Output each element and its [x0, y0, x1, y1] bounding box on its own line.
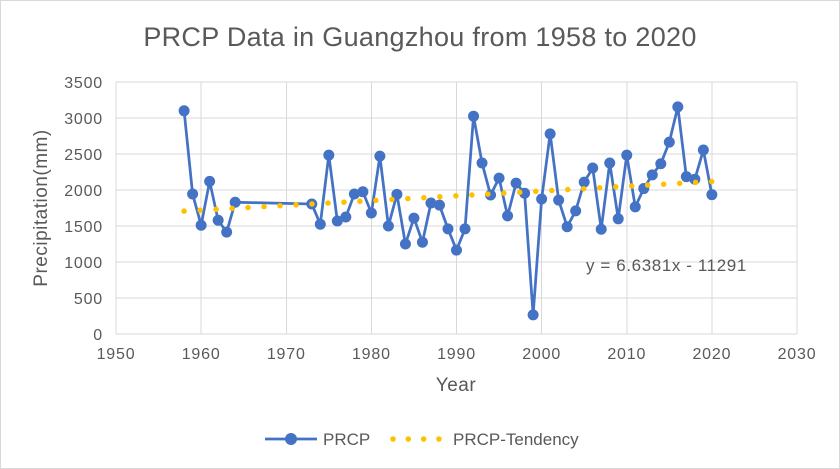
- prcp-point: [416, 236, 428, 248]
- y-tick-label: 2500: [64, 147, 103, 164]
- prcp-point: [655, 158, 667, 170]
- legend-symbol-marker-prcp: [285, 433, 297, 445]
- y-tick-label: 2000: [64, 183, 103, 200]
- x-tick-label: 1980: [352, 346, 391, 363]
- prcp-point: [561, 221, 573, 233]
- prcp-point: [178, 105, 190, 117]
- prcp-point: [323, 149, 335, 161]
- prcp-point: [391, 188, 403, 200]
- y-axis-tick-labels: 0 500 1000 1500 2000 2500 3000 3500: [64, 75, 103, 344]
- prcp-point: [510, 177, 522, 189]
- prcp-point: [527, 309, 539, 321]
- prcp-point: [433, 199, 445, 211]
- prcp-point: [578, 176, 590, 188]
- prcp-point: [451, 244, 462, 256]
- prcp-point: [399, 238, 411, 250]
- prcp-point: [672, 101, 684, 113]
- prcp-point: [587, 162, 599, 174]
- plot-area: [178, 101, 718, 321]
- legend-item-prcp-tendency: PRCP-Tendency: [390, 430, 579, 449]
- prcp-point: [187, 188, 199, 200]
- prcp-point: [357, 186, 369, 198]
- prcp-point: [408, 212, 420, 224]
- legend-item-prcp: PRCP: [265, 430, 370, 449]
- prcp-point: [374, 150, 386, 162]
- x-tick-label: 2010: [607, 346, 646, 363]
- series-prcp: [178, 101, 718, 321]
- prcp-point: [570, 205, 582, 217]
- prcp-point: [221, 226, 233, 238]
- prcp-point: [382, 220, 394, 232]
- prcp-point: [476, 157, 488, 169]
- x-tick-label: 1990: [437, 346, 476, 363]
- x-tick-label: 1950: [97, 346, 136, 363]
- y-axis-title: Precipitation(mm): [31, 129, 52, 286]
- prcp-point: [595, 223, 607, 235]
- prcp-point: [442, 223, 454, 235]
- prcp-point: [697, 144, 709, 156]
- legend-label-prcp: PRCP: [323, 430, 370, 449]
- series-prcp-tendency: [181, 178, 715, 214]
- prcp-point: [314, 218, 326, 230]
- x-tick-label: 2020: [692, 346, 731, 363]
- y-tick-label: 3000: [64, 111, 103, 128]
- prcp-point: [629, 201, 641, 213]
- prcp-tendency-line: [181, 178, 715, 214]
- x-tick-label: 2000: [522, 346, 561, 363]
- prcp-point: [229, 196, 241, 208]
- prcp-point: [663, 136, 675, 148]
- prcp-point: [604, 157, 616, 169]
- prcp-point: [706, 189, 718, 201]
- prcp-point: [612, 213, 624, 225]
- trendline-equation: y = 6.6381x - 11291: [586, 256, 747, 275]
- prcp-point: [544, 128, 556, 140]
- prcp-point: [502, 210, 514, 222]
- y-tick-label: 1500: [64, 219, 103, 236]
- legend: PRCP PRCP-Tendency: [265, 430, 579, 449]
- x-tick-label: 2030: [778, 346, 817, 363]
- y-tick-label: 0: [93, 327, 103, 344]
- prcp-point: [340, 211, 352, 223]
- prcp-point: [212, 214, 224, 226]
- prcp-point: [468, 110, 480, 122]
- chart-title: PRCP Data in Guangzhou from 1958 to 2020: [143, 22, 696, 52]
- legend-label-prcp-tendency: PRCP-Tendency: [453, 430, 579, 449]
- prcp-point: [553, 194, 565, 206]
- prcp-point: [536, 193, 548, 205]
- prcp-point: [365, 207, 377, 219]
- y-tick-label: 500: [74, 291, 103, 308]
- y-tick-label: 3500: [64, 75, 103, 92]
- prcp-point: [493, 172, 505, 184]
- prcp-point: [204, 175, 216, 187]
- prcp-point: [195, 219, 207, 231]
- x-axis-tick-labels: 1950 1960 1970 1980 1990 2000 2010 2020 2030: [97, 346, 817, 363]
- x-tick-label: 1960: [182, 346, 221, 363]
- x-tick-label: 1970: [267, 346, 306, 363]
- y-tick-label: 1000: [64, 255, 103, 272]
- prcp-point: [459, 223, 471, 235]
- prcp-point: [621, 149, 633, 161]
- x-axis-title: Year: [436, 375, 477, 396]
- prcp-point: [646, 169, 658, 181]
